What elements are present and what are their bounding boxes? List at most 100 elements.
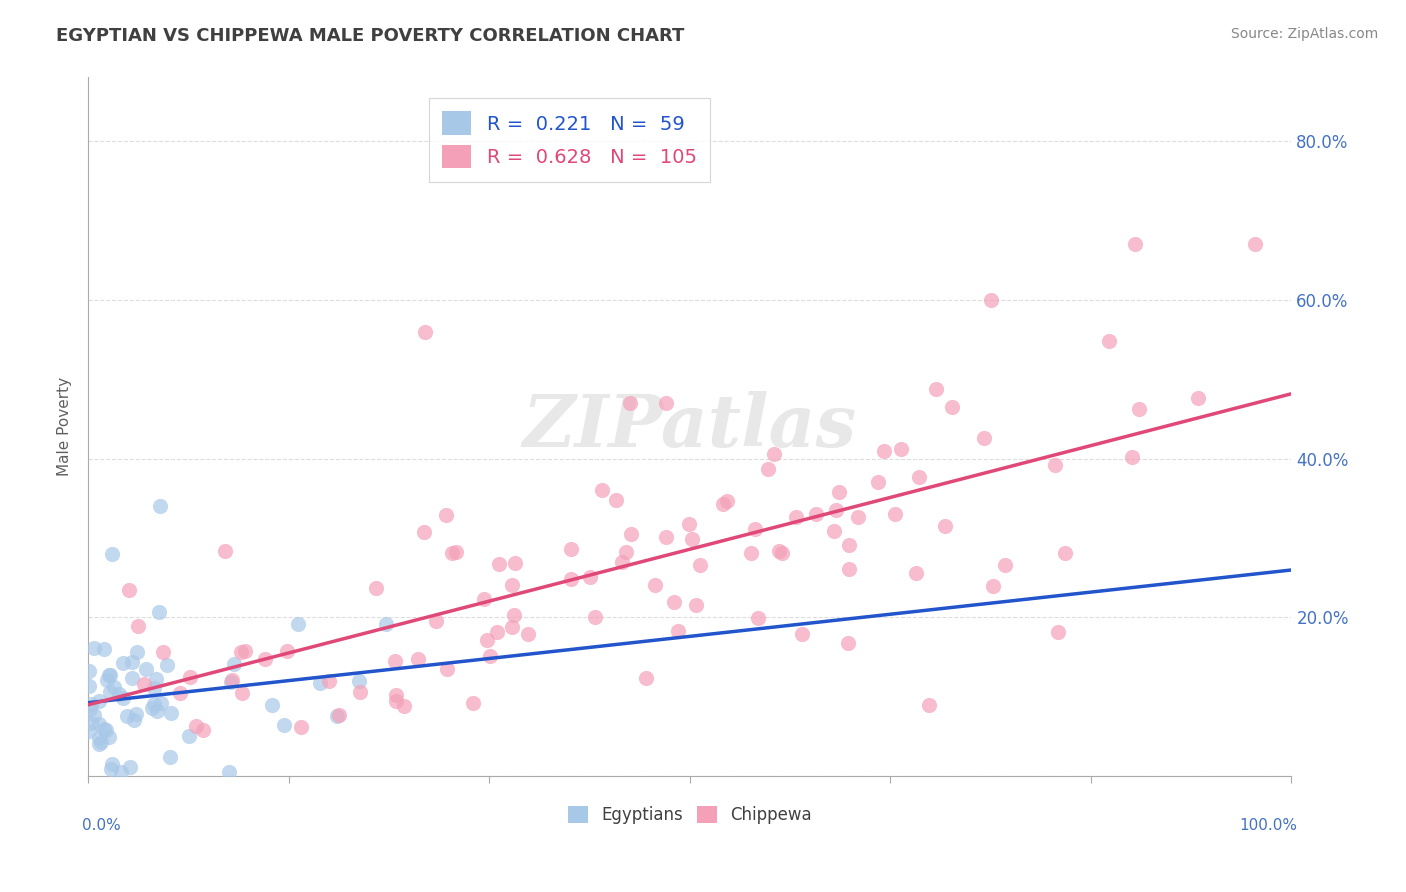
- Point: [325, 708, 347, 723]
- Point: [287, 616, 309, 631]
- Point: [1046, 624, 1069, 639]
- Point: [125, 645, 148, 659]
- Point: [374, 617, 396, 632]
- Point: [160, 706, 183, 721]
- Point: [87, 731, 110, 745]
- Point: [127, 619, 149, 633]
- Point: [120, 760, 142, 774]
- Point: [475, 632, 498, 647]
- Point: [143, 697, 166, 711]
- Point: [98, 731, 121, 745]
- Point: [149, 696, 172, 710]
- Point: [253, 652, 276, 666]
- Point: [605, 493, 627, 508]
- Point: [179, 670, 201, 684]
- Point: [318, 674, 340, 689]
- Point: [219, 674, 242, 689]
- Point: [392, 699, 415, 714]
- Point: [229, 645, 252, 659]
- Point: [135, 662, 157, 676]
- Point: [1043, 458, 1066, 472]
- Point: [838, 562, 860, 576]
- Point: [121, 655, 143, 669]
- Point: [770, 546, 793, 560]
- Point: [148, 606, 170, 620]
- Point: [93, 723, 115, 737]
- Point: [1121, 450, 1143, 464]
- Point: [309, 676, 332, 690]
- Point: [384, 654, 406, 668]
- Point: [488, 557, 510, 571]
- Point: [121, 671, 143, 685]
- Point: [347, 673, 370, 688]
- Point: [146, 705, 169, 719]
- Point: [485, 624, 508, 639]
- Point: [838, 537, 860, 551]
- Point: [747, 611, 769, 625]
- Point: [866, 475, 889, 489]
- Point: [233, 644, 256, 658]
- Point: [141, 700, 163, 714]
- Point: [619, 526, 641, 541]
- Point: [1054, 546, 1077, 560]
- Point: [941, 401, 963, 415]
- Point: [907, 470, 929, 484]
- Point: [191, 723, 214, 738]
- Point: [290, 720, 312, 734]
- Point: [425, 614, 447, 628]
- Point: [785, 509, 807, 524]
- Point: [111, 691, 134, 706]
- Point: [685, 598, 707, 612]
- Point: [143, 681, 166, 696]
- Point: [152, 645, 174, 659]
- Point: [108, 687, 131, 701]
- Point: [87, 693, 110, 707]
- Point: [756, 461, 779, 475]
- Point: [98, 668, 121, 682]
- Point: [904, 566, 927, 581]
- Point: [973, 431, 995, 445]
- Point: [925, 382, 948, 396]
- Point: [79, 664, 101, 678]
- Point: [619, 396, 641, 410]
- Point: [501, 619, 523, 633]
- Point: [918, 698, 941, 712]
- Point: [169, 686, 191, 700]
- Point: [222, 657, 245, 671]
- Point: [740, 546, 762, 560]
- Point: [276, 644, 298, 658]
- Point: [501, 578, 523, 592]
- Point: [792, 627, 814, 641]
- Point: [436, 662, 458, 676]
- Point: [83, 708, 105, 723]
- Point: [96, 673, 118, 688]
- Point: [579, 570, 602, 584]
- Point: [385, 694, 408, 708]
- Point: [90, 735, 112, 749]
- Point: [503, 556, 526, 570]
- Text: 0.0%: 0.0%: [82, 818, 121, 833]
- Point: [560, 542, 582, 557]
- Point: [678, 516, 700, 531]
- Point: [768, 544, 790, 558]
- Point: [762, 447, 785, 461]
- Point: [890, 442, 912, 456]
- Point: [806, 508, 828, 522]
- Point: [440, 546, 463, 560]
- Point: [112, 656, 135, 670]
- Point: [634, 671, 657, 685]
- Point: [614, 545, 637, 559]
- Point: [156, 658, 179, 673]
- Point: [846, 509, 869, 524]
- Point: [79, 679, 101, 693]
- Point: [668, 624, 690, 638]
- Point: [884, 507, 907, 521]
- Point: [214, 544, 236, 558]
- Point: [101, 547, 124, 561]
- Point: [463, 697, 485, 711]
- Point: [385, 688, 408, 702]
- Text: 100.0%: 100.0%: [1240, 818, 1298, 833]
- Point: [591, 483, 613, 497]
- Point: [436, 508, 458, 522]
- Point: [560, 572, 582, 586]
